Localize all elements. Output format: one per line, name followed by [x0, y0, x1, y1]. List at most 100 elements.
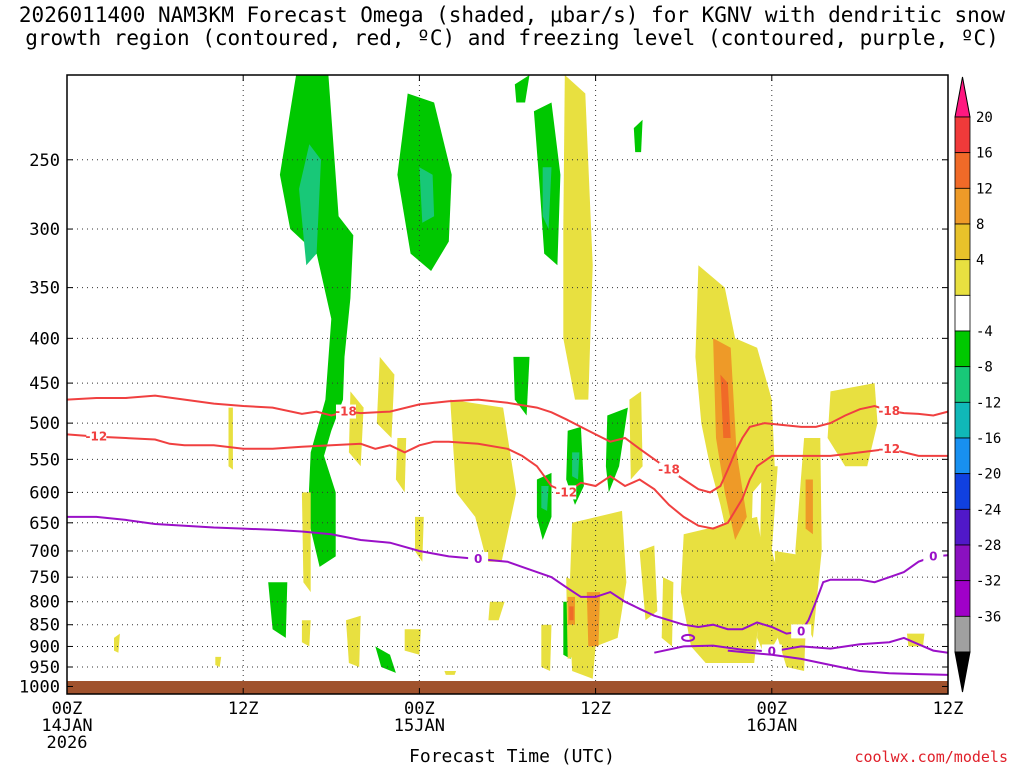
credit-link[interactable]: coolwx.com/models [854, 748, 1008, 766]
contour-label-dgz_bottom-0: -12 [86, 430, 108, 444]
colorbar-label-9: -20 [976, 467, 1001, 483]
y-tick-label-900: 900 [29, 637, 60, 657]
omega-region-1 [299, 144, 321, 266]
colorbar-swatch-14 [954, 615, 971, 653]
contour-label-bg-dgz_bottom-2 [879, 441, 900, 456]
contour-label-dgz_top-2: -18 [878, 404, 900, 418]
contour-label-bg-dgz_top-2 [879, 403, 900, 418]
omega-region-24 [629, 391, 643, 480]
omega-region-46 [444, 671, 457, 675]
colorbar-label-4: 4 [976, 253, 984, 269]
omega-region-12 [541, 486, 549, 511]
freezing-small-loop [681, 633, 696, 642]
colorbar-label-0: 20 [976, 110, 993, 126]
contour-label-freezing-0: 0 [474, 552, 482, 566]
x-axis-label: Forecast Time (UTC) [409, 746, 615, 767]
ground-layer [67, 681, 948, 694]
x-tick-label-48-1: 00Z [756, 699, 787, 719]
contour-label-bg-freezing-2 [923, 549, 944, 564]
contour-freezing [67, 515, 949, 635]
colorbar-swatch-10 [954, 473, 971, 510]
colorbar-label-2: 12 [976, 181, 993, 197]
omega-region-44 [415, 516, 424, 562]
y-tick-label-950: 950 [29, 658, 60, 678]
omega-region-14 [268, 582, 288, 638]
omega-region-28 [695, 265, 775, 551]
x-tick-label-0-1: 00Z [52, 699, 83, 719]
contour-label-bg-freezing-0 [468, 552, 489, 567]
colorbar-swatch-3 [954, 223, 971, 261]
contour-label-bg-dgz_bottom-1 [556, 485, 577, 500]
contour-label-dgz_bottom-2: -12 [878, 442, 900, 456]
y-tick-label-750: 750 [29, 568, 60, 588]
x-tick-label-24-1: 00Z [404, 699, 435, 719]
omega-region-19 [376, 356, 395, 438]
y-tick-label-600: 600 [29, 483, 60, 503]
contour-label-freezing-2: 0 [929, 549, 937, 563]
x-tick-label-0-3: 2026 [47, 733, 88, 753]
omega-region-40 [228, 407, 233, 470]
contour-freezing_low [654, 636, 949, 654]
y-tick-label-650: 650 [29, 514, 60, 534]
omega-region-18 [348, 391, 364, 467]
omega-region-41 [301, 492, 311, 593]
omega-region-3 [419, 167, 435, 223]
y-tick-label-300: 300 [29, 220, 60, 240]
omega-region-45 [404, 629, 421, 655]
colorbar-label-7: -12 [976, 395, 1001, 411]
omega-fill-layer [114, 75, 925, 679]
omega-region-20 [395, 438, 407, 493]
omega-region-37 [488, 601, 505, 621]
colorbar-swatch-11 [954, 508, 971, 546]
omega-region-35 [827, 383, 878, 467]
x-tick-label-36-1: 12Z [580, 699, 611, 719]
x-tick-label-0-2: 14JAN [41, 716, 92, 736]
x-tick-label-48-2: 16JAN [746, 716, 797, 736]
colorbar-swatch-8 [954, 401, 971, 439]
chart-title: 2026011400 NAM3KM Forecast Omega (shaded… [0, 4, 1024, 50]
contour-dgz_bottom [66, 433, 948, 530]
colorbar-swatch-4 [954, 259, 971, 296]
colorbar-label-8: -16 [976, 431, 1001, 447]
colorbar-swatch-6 [954, 330, 971, 368]
axes-layer: 2503003504004505005506006507007508008509… [19, 74, 963, 753]
x-tick-label-24-2: 15JAN [394, 716, 445, 736]
terrain-band [67, 681, 948, 694]
y-tick-label-850: 850 [29, 616, 60, 636]
omega-region-26 [661, 577, 674, 647]
omega-region-34 [805, 479, 813, 535]
contour-label-dgz_bottom-1: -12 [555, 485, 577, 499]
colorbar-swatch-2 [954, 187, 971, 225]
omega-region-6 [542, 167, 552, 229]
y-tick-label-500: 500 [29, 414, 60, 434]
omega-region-50 [569, 606, 574, 621]
colorbar: 20 16 12 8 4 -4 -8 -12 -16 -20 -24 -28 -32 -36 [954, 76, 1001, 693]
colorbar-swatch-13 [954, 580, 971, 617]
y-tick-label-1000: 1000 [19, 677, 60, 697]
colorbar-label-11: -28 [976, 538, 1001, 554]
colorbar-swatch-9 [954, 437, 971, 475]
omega-region-23 [586, 592, 600, 647]
colorbar-label-10: -24 [976, 502, 1001, 518]
colorbar-label-13: -36 [976, 609, 1001, 625]
omega-region-21 [450, 399, 517, 562]
omega-region-15 [375, 646, 396, 673]
omega-region-30 [720, 374, 731, 438]
omega-region-17 [563, 75, 593, 400]
contour-label-dgz_top-0: -18 [335, 405, 357, 419]
y-tick-label-700: 700 [29, 542, 60, 562]
contour-dgz_top [66, 394, 949, 494]
colorbar-label-12: -32 [976, 574, 1001, 590]
x-tick-label-12-1: 12Z [228, 699, 259, 719]
plot-frame [66, 74, 949, 695]
omega-region-4 [514, 75, 530, 103]
y-tick-label-350: 350 [29, 279, 60, 299]
omega-region-42 [301, 620, 311, 647]
colorbar-label-1: 16 [976, 146, 993, 162]
y-tick-label-250: 250 [29, 151, 60, 171]
title-line-2: growth region (contoured, red, ºC) and f… [25, 26, 999, 50]
y-tick-label-450: 450 [29, 374, 60, 394]
omega-region-7 [633, 119, 643, 153]
colorbar-swatch-5 [954, 294, 971, 332]
